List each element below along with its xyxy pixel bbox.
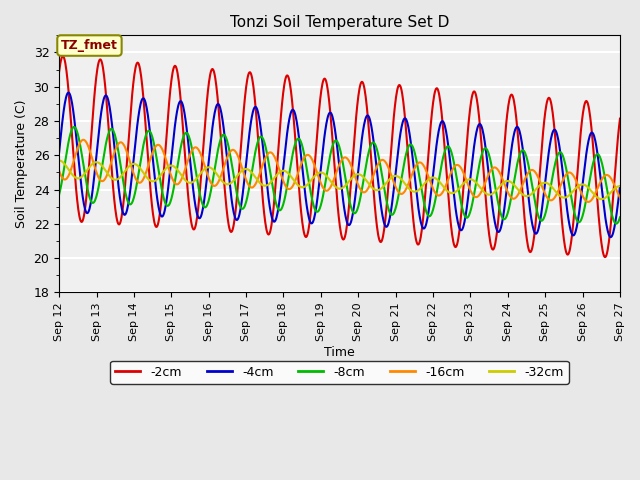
-2cm [55, 69, 63, 74]
-2cm [60, 53, 67, 59]
-2cm [283, 73, 291, 79]
-8cm [283, 187, 291, 192]
-16cm [79, 137, 87, 143]
-4cm [113, 169, 121, 175]
-32cm [302, 183, 310, 189]
-8cm [616, 215, 624, 220]
-8cm [70, 124, 78, 130]
-4cm [493, 228, 501, 233]
-16cm [283, 184, 291, 190]
-4cm [616, 183, 624, 189]
-8cm [441, 148, 449, 154]
-8cm [493, 194, 501, 200]
-16cm [493, 166, 501, 172]
-8cm [503, 212, 511, 218]
-8cm [55, 192, 63, 197]
-4cm [303, 203, 310, 209]
-8cm [303, 166, 310, 172]
-2cm [303, 233, 310, 239]
-4cm [55, 149, 63, 155]
-4cm [65, 90, 72, 96]
-32cm [282, 168, 290, 174]
-16cm [113, 143, 121, 149]
-2cm [113, 217, 121, 223]
-32cm [616, 183, 624, 189]
-16cm [585, 199, 593, 205]
Legend: -2cm, -4cm, -8cm, -16cm, -32cm: -2cm, -4cm, -8cm, -16cm, -32cm [110, 361, 569, 384]
-8cm [612, 221, 620, 227]
-16cm [503, 188, 511, 194]
-16cm [441, 185, 449, 191]
-32cm [503, 178, 511, 184]
Line: -8cm: -8cm [59, 127, 620, 224]
-2cm [493, 228, 501, 234]
-32cm [55, 157, 63, 163]
-8cm [113, 141, 121, 147]
-4cm [283, 135, 291, 141]
Text: TZ_fmet: TZ_fmet [61, 39, 118, 52]
Y-axis label: Soil Temperature (C): Soil Temperature (C) [15, 100, 28, 228]
Line: -32cm: -32cm [59, 160, 620, 199]
-16cm [616, 195, 624, 201]
-4cm [503, 182, 511, 188]
-32cm [598, 196, 605, 202]
X-axis label: Time: Time [324, 347, 355, 360]
-2cm [441, 148, 449, 154]
-2cm [503, 112, 511, 118]
-32cm [440, 185, 448, 191]
-4cm [607, 234, 614, 240]
-16cm [303, 152, 310, 158]
Line: -2cm: -2cm [59, 56, 620, 257]
-16cm [55, 168, 63, 174]
-2cm [601, 254, 609, 260]
-32cm [113, 177, 120, 182]
-4cm [441, 123, 449, 129]
Line: -4cm: -4cm [59, 93, 620, 237]
-2cm [616, 116, 624, 121]
Line: -16cm: -16cm [59, 140, 620, 202]
-32cm [493, 187, 500, 193]
Title: Tonzi Soil Temperature Set D: Tonzi Soil Temperature Set D [230, 15, 449, 30]
